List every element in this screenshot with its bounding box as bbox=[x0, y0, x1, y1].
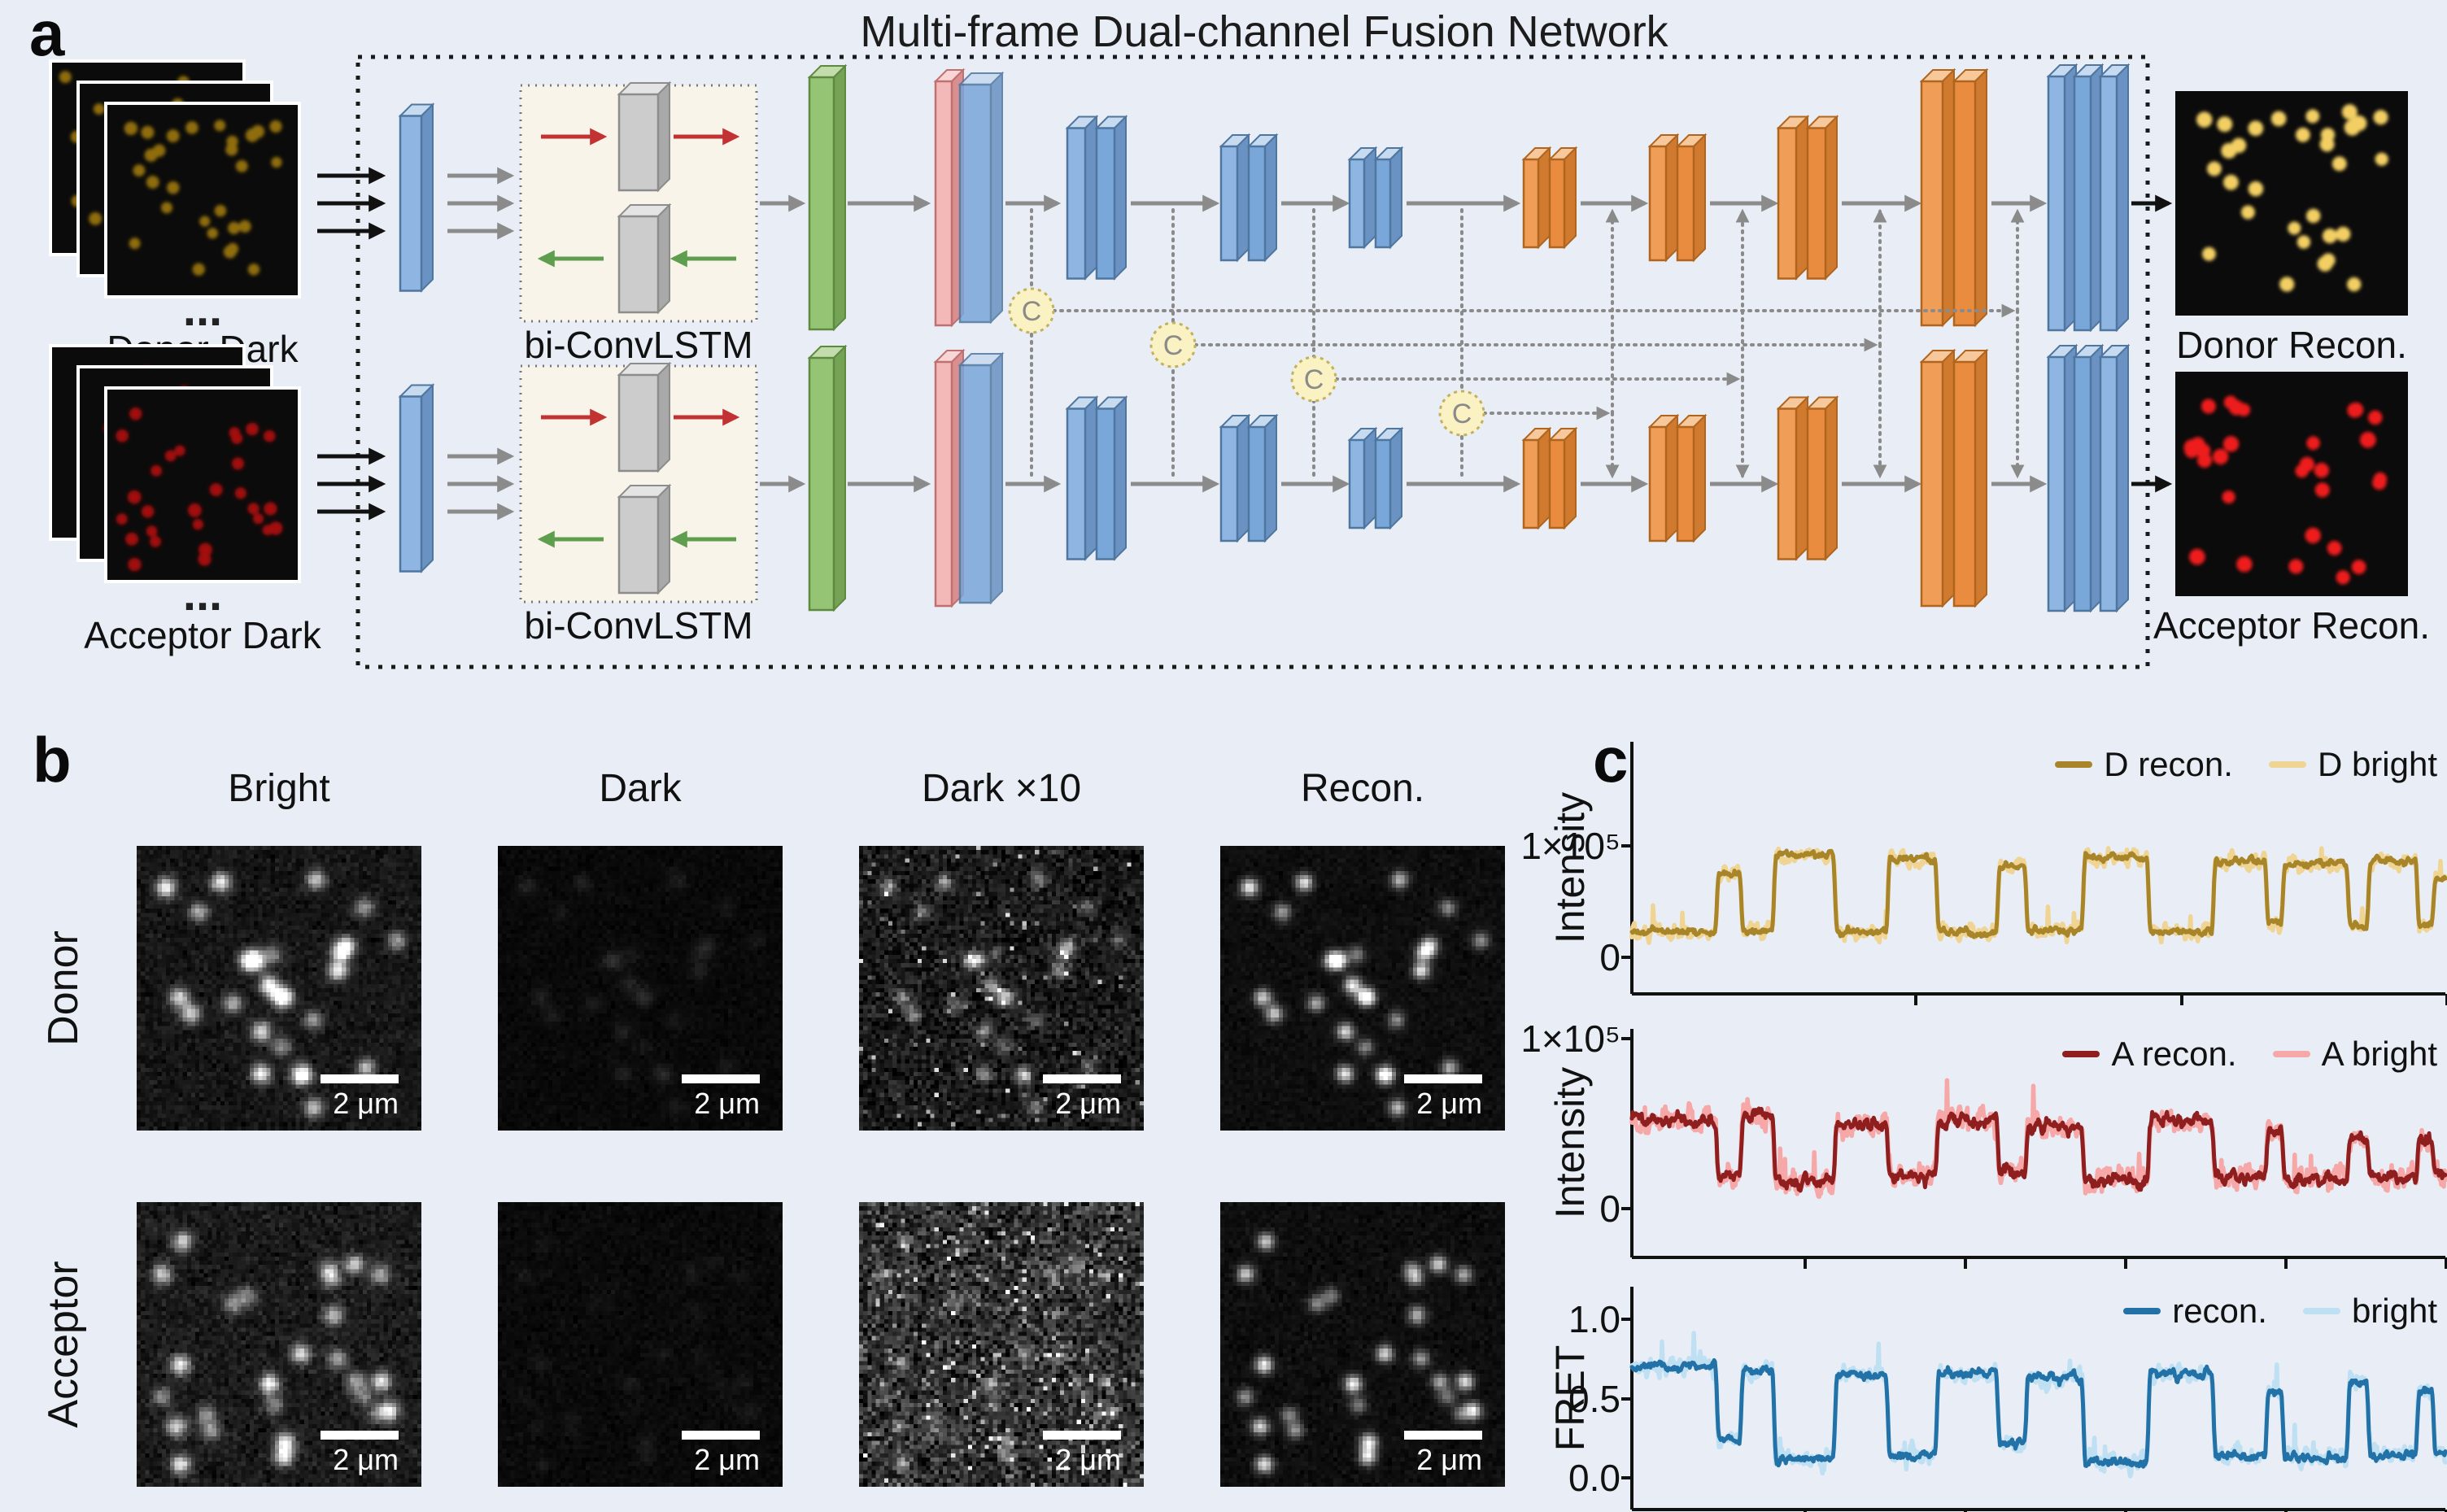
concat-node: C bbox=[1290, 355, 1337, 403]
svg-text:C: C bbox=[1022, 296, 1042, 327]
acceptor-output-image bbox=[2175, 372, 2408, 596]
acceptor-intensity-legend: A recon. A bright bbox=[1863, 1035, 2437, 1074]
y-tick-label: 1×10⁵ bbox=[1520, 1017, 1620, 1060]
donor-output-image bbox=[2175, 91, 2408, 316]
micrograph-cell: 2 μm bbox=[1220, 1202, 1505, 1487]
legend-item: A recon. bbox=[2062, 1035, 2237, 1074]
row-header: Acceptor bbox=[40, 1261, 87, 1428]
micrograph-cell: 2 μm bbox=[859, 846, 1144, 1131]
legend-swatch bbox=[2062, 1051, 2100, 1057]
acceptor-input-label: Acceptor Dark bbox=[84, 614, 321, 656]
acceptor-output-label: Acceptor Recon. bbox=[2153, 604, 2430, 647]
acceptor-stream: bi-ConvLSTM bbox=[317, 343, 2173, 647]
scale-bar-label: 2 μm bbox=[694, 1087, 760, 1120]
legend-label: D bright bbox=[2317, 745, 2437, 783]
fret-recon-trace bbox=[1629, 1357, 2447, 1469]
scale-bar-label: 2 μm bbox=[333, 1443, 399, 1476]
panel-a-label: a bbox=[29, 0, 65, 69]
legend-label: A recon. bbox=[2111, 1035, 2237, 1073]
fret-legend: recon. bright bbox=[1863, 1292, 2437, 1331]
scale-bar bbox=[682, 1074, 760, 1083]
svg-text:C: C bbox=[1163, 330, 1184, 361]
legend-item: A bright bbox=[2272, 1035, 2437, 1074]
svg-text:...: ... bbox=[183, 568, 222, 621]
concat-node: C bbox=[1008, 287, 1055, 334]
scale-bar-label: 2 μm bbox=[1416, 1087, 1482, 1120]
micrograph-cell: 2 μm bbox=[137, 1202, 421, 1487]
scale-bar-label: 2 μm bbox=[1416, 1443, 1482, 1476]
column-header: Dark ×10 bbox=[921, 767, 1082, 810]
column-header: Dark bbox=[599, 767, 682, 810]
bi-convlstm-label: bi-ConvLSTM bbox=[524, 604, 752, 647]
acceptor-intensity-plot bbox=[1621, 1029, 2447, 1269]
y-tick-label: 0 bbox=[1599, 936, 1620, 978]
scale-bar bbox=[321, 1431, 399, 1440]
bi-convlstm-label: bi-ConvLSTM bbox=[524, 324, 752, 366]
legend-label: recon. bbox=[2172, 1292, 2267, 1330]
micrograph-cell: 2 μm bbox=[498, 846, 783, 1131]
scale-bar bbox=[1404, 1431, 1482, 1440]
legend-swatch bbox=[2302, 1308, 2340, 1314]
y-tick-label: 1×10⁵ bbox=[1520, 825, 1620, 867]
legend-item: D bright bbox=[2268, 745, 2437, 784]
donor-stream: bi-ConvLSTM bbox=[317, 63, 2173, 366]
svg-text:...: ... bbox=[183, 283, 222, 336]
legend-swatch bbox=[2123, 1308, 2161, 1314]
panel-b-label: b bbox=[33, 724, 72, 795]
legend-label: D recon. bbox=[2104, 745, 2233, 783]
column-header: Recon. bbox=[1300, 767, 1425, 810]
y-tick-label: 0.5 bbox=[1568, 1378, 1620, 1420]
scale-bar-label: 2 μm bbox=[694, 1443, 760, 1476]
scale-bar bbox=[1043, 1074, 1121, 1083]
legend-swatch bbox=[2272, 1051, 2310, 1057]
legend-swatch bbox=[2055, 761, 2093, 768]
scale-bar bbox=[1404, 1074, 1482, 1083]
concat-node: C bbox=[1438, 390, 1485, 437]
svg-text:C: C bbox=[1304, 364, 1324, 395]
scale-bar bbox=[1043, 1431, 1121, 1440]
skip-connections: C C C C bbox=[1008, 208, 2025, 479]
micrograph-cell: 2 μm bbox=[137, 846, 421, 1131]
micrograph-cell: 2 μm bbox=[1220, 846, 1505, 1131]
concat-node: C bbox=[1149, 321, 1197, 368]
acceptor-intensity-recon-trace bbox=[1629, 1106, 2447, 1193]
scale-bar-label: 2 μm bbox=[1055, 1087, 1121, 1120]
scale-bar bbox=[321, 1074, 399, 1083]
y-tick-label: 0.0 bbox=[1568, 1457, 1620, 1499]
donor-output-label: Donor Recon. bbox=[2176, 324, 2407, 366]
y-tick-label: 1.0 bbox=[1568, 1298, 1620, 1340]
fret-bright-trace bbox=[1629, 1331, 2447, 1479]
donor-intensity-recon-trace bbox=[1629, 848, 2447, 939]
donor-intensity-plot bbox=[1621, 742, 2447, 1005]
legend-item: recon. bbox=[2123, 1292, 2267, 1331]
fret-plot bbox=[1621, 1287, 2447, 1512]
acceptor-input-stack bbox=[49, 344, 301, 583]
legend-item: bright bbox=[2302, 1292, 2437, 1331]
scale-bar-label: 2 μm bbox=[333, 1087, 399, 1120]
legend-label: A bright bbox=[2321, 1035, 2437, 1073]
panel-a-title: Multi-frame Dual-channel Fusion Network bbox=[860, 7, 1668, 56]
panel-c-label: c bbox=[1593, 724, 1629, 795]
y-tick-label: 0 bbox=[1599, 1187, 1620, 1230]
legend-label: bright bbox=[2351, 1292, 2437, 1330]
column-header: Bright bbox=[228, 767, 330, 810]
legend-swatch bbox=[2268, 761, 2306, 768]
scale-bar-label: 2 μm bbox=[1055, 1443, 1121, 1476]
network-boundary bbox=[355, 54, 2150, 669]
donor-intensity-legend: D recon. D bright bbox=[1863, 745, 2437, 784]
micrograph-cell: 2 μm bbox=[859, 1202, 1144, 1487]
legend-item: D recon. bbox=[2055, 745, 2233, 784]
row-header: Donor bbox=[40, 930, 87, 1046]
scale-bar bbox=[682, 1431, 760, 1440]
donor-input-stack bbox=[49, 59, 301, 298]
micrograph-cell: 2 μm bbox=[498, 1202, 783, 1487]
svg-text:C: C bbox=[1452, 399, 1472, 429]
